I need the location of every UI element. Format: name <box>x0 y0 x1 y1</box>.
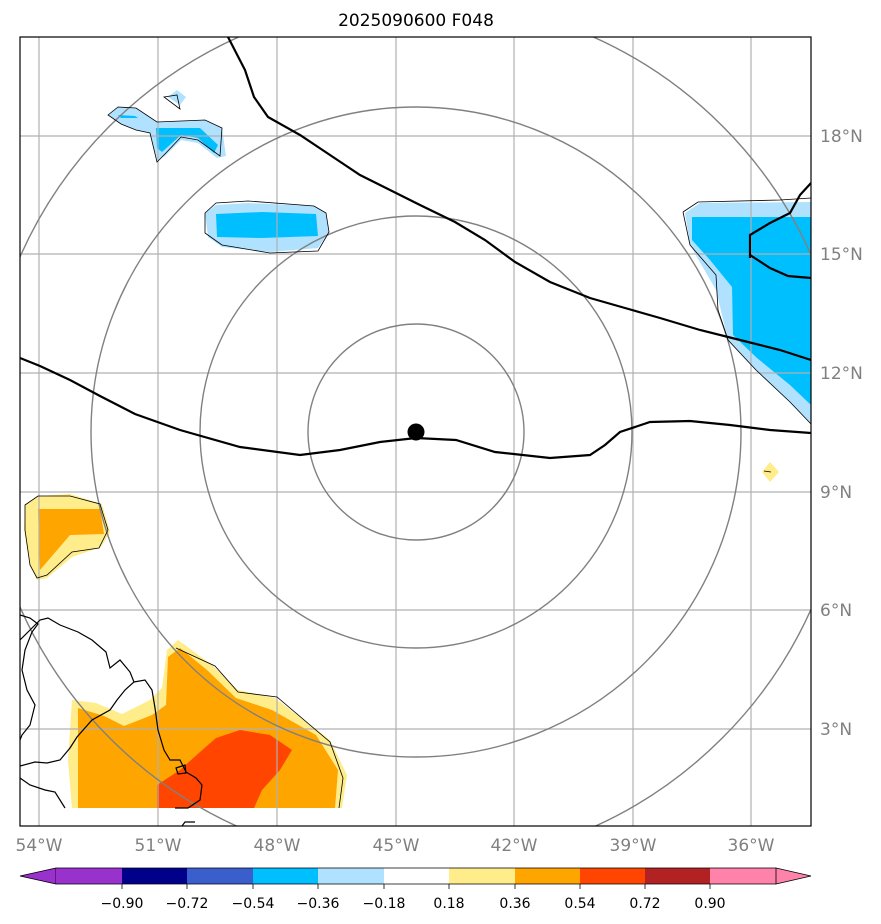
lon-label: 48°W <box>254 836 301 856</box>
colorbar-segment <box>645 868 710 884</box>
lon-label: 39°W <box>610 836 657 856</box>
colorbar-extend-low <box>19 867 57 885</box>
map-plot-area <box>20 37 811 826</box>
coastlines <box>20 614 203 826</box>
colorbar-tick: −0.72 <box>166 896 209 912</box>
lat-label: 6°N <box>820 601 852 621</box>
colorbar-segment <box>710 868 776 884</box>
range-rings <box>20 37 811 826</box>
colorbar-tick: 0.36 <box>499 896 530 912</box>
latitude-labels: 18°N 15°N 12°N 9°N 6°N 3°N <box>820 127 863 740</box>
anomaly-fields <box>24 90 811 808</box>
colorbar-tick: −0.18 <box>363 896 406 912</box>
colorbar-tick: −0.90 <box>101 896 144 912</box>
lon-label: 42°W <box>491 836 538 856</box>
colorbar-segment <box>384 868 449 884</box>
colorbar-segment <box>515 868 580 884</box>
map-frame <box>19 36 812 827</box>
colorbar-extend-high <box>775 867 812 885</box>
lon-label: 36°W <box>728 836 775 856</box>
storm-center-marker <box>407 423 425 441</box>
colorbar: −0.90 −0.72 −0.54 −0.36 −0.18 0.18 0.36 … <box>19 867 812 912</box>
colorbar-segment <box>449 868 515 884</box>
colorbar-segment <box>187 868 253 884</box>
colorbar-tick: 0.72 <box>629 896 660 912</box>
colorbar-segment <box>580 868 645 884</box>
lon-label: 51°W <box>135 836 182 856</box>
map-title: 2025090600 F048 <box>338 11 494 31</box>
colorbar-tick: 0.18 <box>433 896 464 912</box>
colorbar-tick: 0.90 <box>694 896 725 912</box>
colorbar-segment <box>318 868 384 884</box>
colorbar-tick: 0.54 <box>564 896 595 912</box>
longitude-labels: 54°W 51°W 48°W 45°W 42°W 39°W 36°W <box>16 836 775 856</box>
thick-contours <box>20 37 811 460</box>
colorbar-tick: −0.36 <box>297 896 340 912</box>
colorbar-tick: −0.54 <box>232 896 275 912</box>
lat-label: 18°N <box>820 127 863 147</box>
anomaly-contours <box>24 94 811 809</box>
colorbar-segment <box>253 868 318 884</box>
graticule <box>20 37 811 826</box>
colorbar-segment <box>122 868 187 884</box>
colorbar-segment <box>56 868 122 884</box>
lat-label: 15°N <box>820 245 863 265</box>
lat-label: 3°N <box>820 720 852 740</box>
lon-label: 45°W <box>373 836 420 856</box>
lat-label: 12°N <box>820 364 863 384</box>
lon-label: 54°W <box>16 836 63 856</box>
lat-label: 9°N <box>820 483 852 503</box>
